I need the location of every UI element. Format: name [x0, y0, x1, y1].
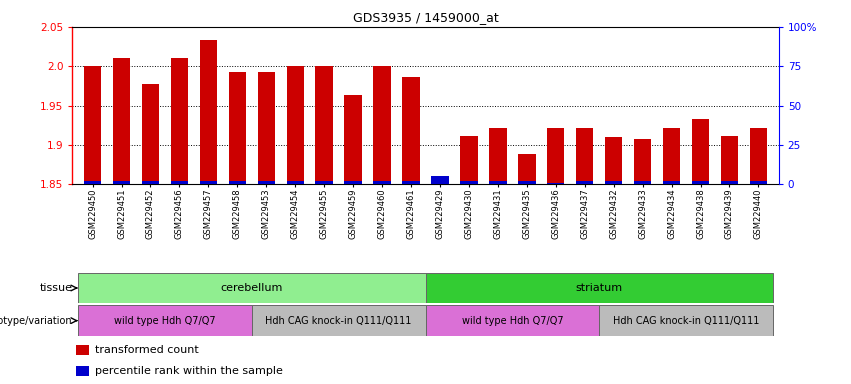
Bar	[426, 273, 773, 303]
Text: Hdh CAG knock-in Q111/Q111: Hdh CAG knock-in Q111/Q111	[266, 316, 412, 326]
Bar	[142, 84, 159, 184]
Bar	[200, 181, 217, 184]
Bar	[142, 181, 159, 184]
Bar	[287, 66, 304, 184]
Bar	[171, 58, 188, 184]
Bar	[431, 177, 448, 184]
Bar	[374, 66, 391, 184]
Bar	[84, 66, 101, 184]
Bar	[374, 181, 391, 184]
Bar	[258, 181, 275, 184]
Bar	[721, 181, 738, 184]
Bar	[316, 66, 333, 184]
Bar	[200, 40, 217, 184]
Bar	[663, 181, 680, 184]
Text: percentile rank within the sample: percentile rank within the sample	[95, 366, 283, 376]
Bar	[426, 305, 599, 336]
Bar	[113, 181, 130, 184]
Bar	[403, 77, 420, 184]
Bar	[634, 181, 651, 184]
Bar	[431, 180, 448, 184]
Bar	[229, 72, 246, 184]
Bar	[605, 137, 622, 184]
Bar	[692, 119, 709, 184]
Bar	[78, 305, 252, 336]
Bar	[113, 58, 130, 184]
Text: cerebellum: cerebellum	[220, 283, 283, 293]
Bar	[692, 181, 709, 184]
Bar	[576, 181, 593, 184]
Bar	[84, 181, 101, 184]
Bar	[750, 128, 767, 184]
Bar	[287, 181, 304, 184]
Bar	[229, 181, 246, 184]
Text: transformed count: transformed count	[95, 345, 198, 355]
Bar	[78, 273, 426, 303]
Title: GDS3935 / 1459000_at: GDS3935 / 1459000_at	[352, 11, 499, 24]
Bar	[547, 128, 564, 184]
Bar	[721, 136, 738, 184]
Text: genotype/variation: genotype/variation	[0, 316, 72, 326]
Bar	[460, 136, 477, 184]
Text: striatum: striatum	[575, 283, 623, 293]
Bar	[171, 181, 188, 184]
Bar	[518, 154, 535, 184]
Bar	[518, 181, 535, 184]
Text: Hdh CAG knock-in Q111/Q111: Hdh CAG knock-in Q111/Q111	[613, 316, 759, 326]
Bar	[489, 181, 506, 184]
Text: wild type Hdh Q7/Q7: wild type Hdh Q7/Q7	[461, 316, 563, 326]
Bar	[605, 181, 622, 184]
Bar	[258, 72, 275, 184]
Text: wild type Hdh Q7/Q7: wild type Hdh Q7/Q7	[114, 316, 216, 326]
Bar	[489, 128, 506, 184]
Bar	[599, 305, 773, 336]
Bar	[345, 181, 362, 184]
Bar	[345, 94, 362, 184]
Bar	[460, 181, 477, 184]
Bar	[76, 366, 89, 376]
Bar	[750, 181, 767, 184]
Text: tissue: tissue	[40, 283, 72, 293]
Bar	[576, 128, 593, 184]
Bar	[547, 183, 564, 184]
Bar	[252, 305, 426, 336]
Bar	[76, 345, 89, 355]
Bar	[403, 181, 420, 184]
Bar	[634, 139, 651, 184]
Bar	[316, 181, 333, 184]
Bar	[663, 128, 680, 184]
